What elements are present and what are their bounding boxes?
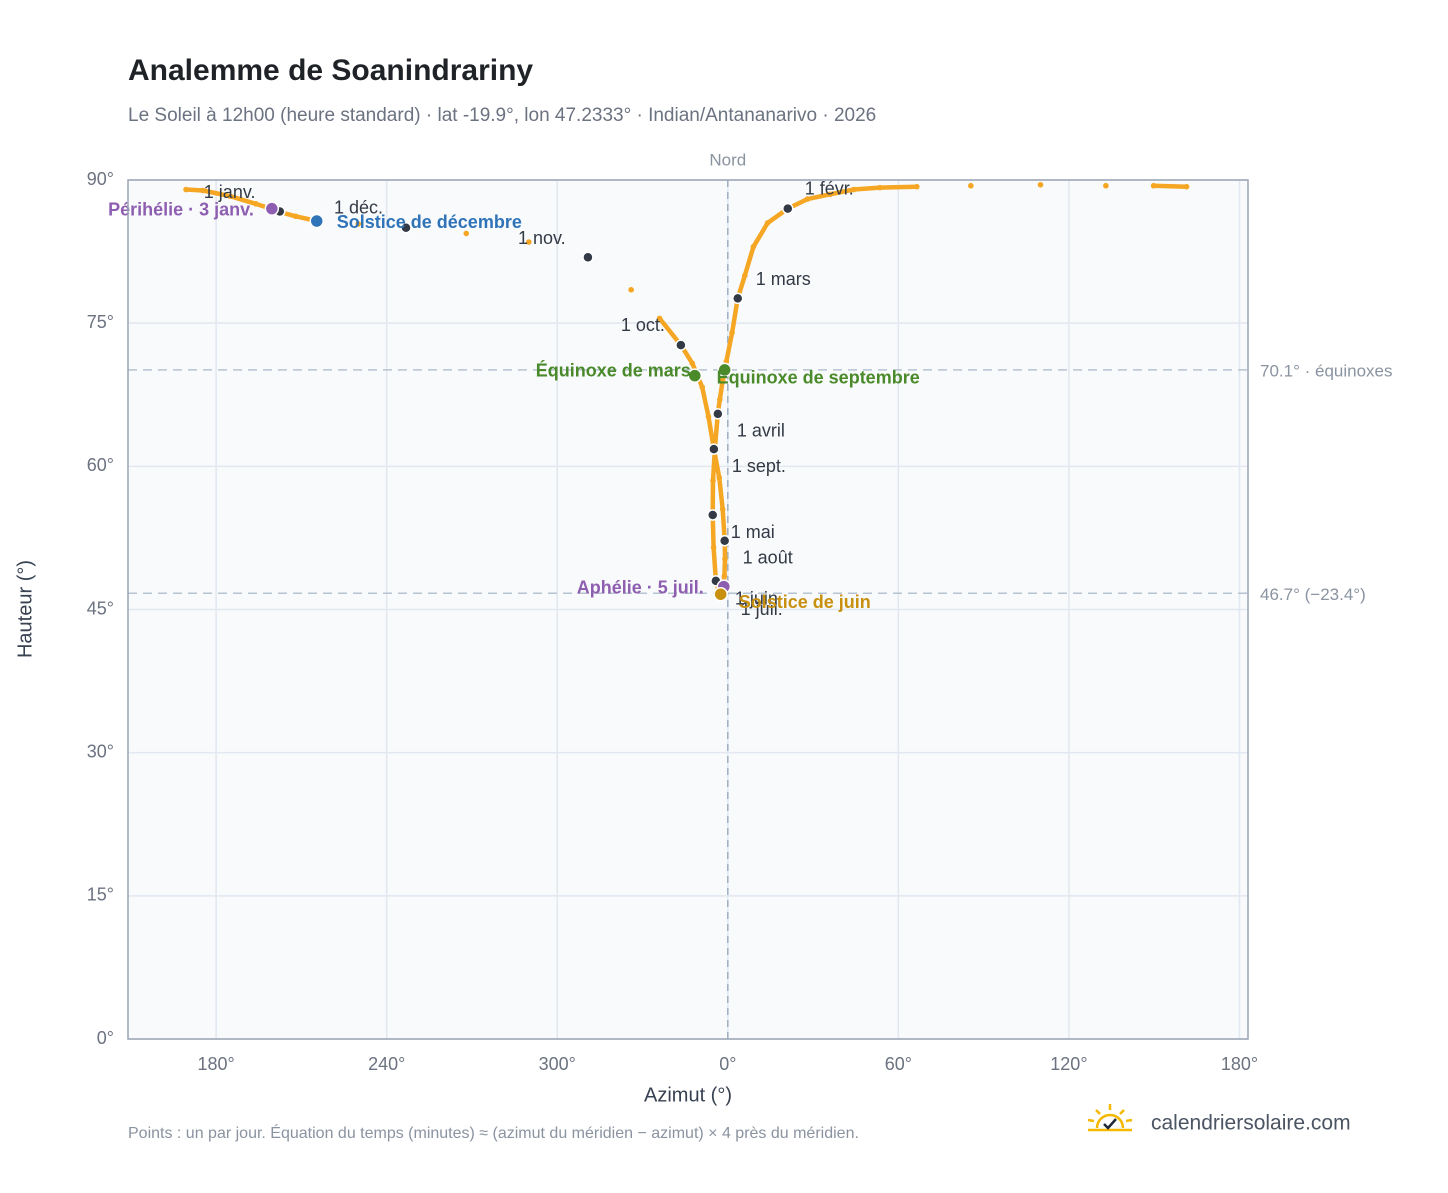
month-label: 1 sept. xyxy=(732,456,786,476)
daily-point xyxy=(750,244,757,250)
month-marker xyxy=(712,408,724,420)
event-label: Périhélie · 3 janv. xyxy=(108,199,254,219)
month-label: 1 nov. xyxy=(518,228,566,248)
daily-point xyxy=(721,573,728,579)
month-label: 1 févr. xyxy=(805,178,854,198)
daily-point xyxy=(656,315,663,322)
y-tick-label: 0° xyxy=(97,1028,114,1048)
daily-point xyxy=(689,360,696,367)
event-marker xyxy=(309,213,325,229)
month-label: 1 oct. xyxy=(621,315,665,335)
month-label: 1 août xyxy=(743,548,793,568)
daily-point xyxy=(719,506,726,513)
daily-point xyxy=(628,286,634,293)
daily-point xyxy=(877,184,883,191)
month-label: 1 déc. xyxy=(334,197,383,217)
month-marker xyxy=(582,251,594,264)
daily-point xyxy=(1103,182,1109,189)
month-marker xyxy=(782,202,794,215)
month-label: 1 juil. xyxy=(741,599,783,619)
y-tick-label: 30° xyxy=(87,741,114,761)
daily-point xyxy=(526,239,532,245)
reference-label: 46.7° (−23.4°) xyxy=(1260,585,1366,604)
chart-title: Analemme de Soanindrariny xyxy=(128,54,533,87)
month-label: 1 mars xyxy=(756,269,811,289)
daily-point xyxy=(710,477,716,484)
month-label: 1 avril xyxy=(737,421,785,441)
x-tick-label: 0° xyxy=(719,1054,736,1074)
daily-point xyxy=(1037,181,1044,188)
month-marker xyxy=(400,221,412,234)
daily-point xyxy=(719,377,726,384)
daily-point xyxy=(1183,183,1190,190)
x-tick-label: 240° xyxy=(368,1054,405,1074)
month-marker xyxy=(675,339,687,351)
daily-point xyxy=(227,193,234,200)
y-tick-label: 45° xyxy=(87,598,114,618)
daily-point xyxy=(764,220,771,226)
daily-point xyxy=(914,183,920,190)
event-label: Aphélie · 5 juil. xyxy=(577,577,704,597)
daily-point xyxy=(968,182,974,189)
daily-point xyxy=(804,196,811,202)
daily-point xyxy=(292,213,299,220)
daily-point xyxy=(253,201,259,207)
chart-subtitle: Le Soleil à 12h00 (heure standard) · lat… xyxy=(128,105,876,126)
x-tick-label: 180° xyxy=(1221,1054,1258,1074)
x-axis-title: Azimut (°) xyxy=(644,1084,732,1106)
daily-point xyxy=(827,191,833,198)
daily-point xyxy=(742,272,748,279)
daily-point xyxy=(729,329,735,336)
event-marker xyxy=(264,201,280,216)
daily-point xyxy=(355,221,362,227)
month-marker xyxy=(708,443,720,455)
plot-border xyxy=(127,179,1249,1040)
y-tick-label: 75° xyxy=(87,312,114,332)
x-tick-label: 300° xyxy=(539,1054,576,1074)
event-marker xyxy=(717,362,732,378)
daily-point xyxy=(850,186,857,193)
event-label: Équinoxe de mars xyxy=(536,359,691,380)
daily-point xyxy=(722,556,728,562)
y-axis-title: Hauteur (°) xyxy=(14,560,36,658)
event-marker xyxy=(713,586,728,602)
daily-point xyxy=(1150,182,1157,189)
grid xyxy=(128,179,1248,1040)
x-tick-label: 60° xyxy=(885,1054,912,1074)
month-label: 1 mai xyxy=(731,522,775,542)
daily-point xyxy=(183,186,189,193)
event-marker xyxy=(687,368,703,383)
daily-point xyxy=(705,413,712,420)
meridian-label: Nord xyxy=(709,150,746,169)
daily-point xyxy=(717,396,723,403)
daily-point xyxy=(699,384,706,390)
x-tick-label: 120° xyxy=(1050,1054,1087,1074)
y-tick-label: 15° xyxy=(87,885,114,905)
event-label: Solstice de décembre xyxy=(337,212,522,232)
brand-name: calendriersolaire.com xyxy=(1151,1112,1351,1135)
y-tick-label: 90° xyxy=(87,169,114,189)
month-marker xyxy=(706,509,719,521)
daily-point xyxy=(463,230,470,237)
month-label: 1 juin xyxy=(735,589,778,609)
month-marker xyxy=(731,292,744,305)
month-marker xyxy=(718,535,731,547)
event-label: Solstice de juin xyxy=(739,592,871,612)
daily-point xyxy=(716,474,723,481)
footnote: Points : un par jour. Équation du temps … xyxy=(128,1123,859,1142)
event-label: Équinoxe de septembre xyxy=(717,367,920,388)
daily-point xyxy=(710,544,717,551)
month-label: 1 janv. xyxy=(204,182,256,202)
reference-label: 70.1° · équinoxes xyxy=(1260,361,1393,380)
y-tick-label: 60° xyxy=(87,455,114,475)
brand-logo xyxy=(1087,1104,1133,1132)
x-tick-label: 180° xyxy=(198,1054,235,1074)
daily-point xyxy=(200,187,206,194)
